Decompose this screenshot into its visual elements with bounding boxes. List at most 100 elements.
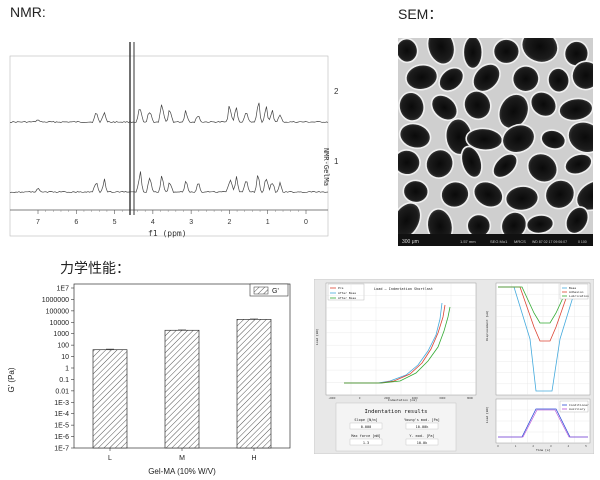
sem-pore (529, 91, 558, 118)
rb-legend-box (559, 400, 589, 413)
nmr-frame (9, 55, 329, 237)
x-tick-label: L (108, 455, 112, 462)
nmr-trace-1 (9, 171, 329, 194)
results-value-1a: 0.000 (361, 425, 372, 429)
sem-pore (460, 145, 483, 179)
x-tick-label: M (179, 455, 185, 462)
right-x-ticks: 0 1 2 3 4 5 (497, 444, 587, 448)
results-value-2a: 1.3 (363, 441, 369, 445)
sem-pore (564, 153, 593, 176)
sem-pore (540, 129, 567, 150)
right-top-y-label: Displacement [um] (485, 310, 489, 341)
right-x-tick-label: 5 (585, 444, 587, 448)
left-x-label: Indentation [nm] (388, 398, 417, 402)
nmr-heading: NMR: (10, 4, 46, 20)
sem-pore (558, 97, 593, 122)
left-y-label: Load [mN] (315, 329, 319, 345)
rt-legend-2: Adhesion (569, 290, 584, 294)
y-tick-label: 1E-5 (54, 423, 69, 430)
rb-legend-1: Conditioner (569, 403, 589, 407)
y-tick-label: 10 (61, 354, 69, 361)
legend-swatch (253, 286, 269, 295)
sem-pore (398, 202, 422, 240)
left-x-tick-label: 0 (359, 396, 361, 400)
nmr-y-label: NMR-GelMa (322, 148, 330, 186)
nmr-x-tick-label: 3 (189, 219, 193, 226)
left-x-tick-label: 8000 (467, 396, 473, 400)
bar-H (236, 319, 272, 449)
nmr-x-tick-label: 5 (113, 219, 117, 226)
sem-pore (520, 38, 559, 64)
right-x-tick-label: 0 (497, 444, 499, 448)
y-axis-label: G' (Pa) (7, 367, 16, 392)
right-bottom-y-label: Load [mN] (485, 407, 489, 423)
sem-pore (526, 152, 559, 184)
sem-pore (511, 65, 540, 93)
right-bottom-legend: Conditioner Auxiliary (559, 400, 589, 413)
sem-info-4: WD 87 02 17 09:06:07 (532, 240, 567, 244)
bar-M (164, 329, 200, 449)
bar-L (92, 349, 128, 449)
left-legend-box (327, 283, 365, 301)
bars (92, 318, 272, 449)
sem-pore (430, 94, 459, 122)
results-value-1b: 10.00k (416, 425, 430, 429)
left-x-tick-label: -2000 (329, 396, 336, 400)
sem-pore (575, 179, 593, 212)
sem-pore (402, 179, 430, 204)
sem-pore (438, 66, 465, 92)
indentation-panel: Load – Indentation Shortlast Pre After B… (314, 279, 594, 454)
sem-pore (426, 38, 456, 66)
legend-label: G' (272, 288, 279, 295)
left-x-tick-label: 2000 (384, 396, 390, 400)
gprime-bar-chart: 1E7 1000000 100000 10000 1000 100 10 1 0.1 0.01 1E… (7, 283, 291, 476)
nmr-x-tick-label: 0 (304, 219, 308, 226)
rt-legend-1: Base (569, 286, 576, 290)
y-tick-label: 1E-4 (54, 411, 69, 418)
sem-pore (497, 93, 530, 130)
results-header-2a: Max force [mN] (351, 434, 381, 438)
y-tick-label: 1000000 (42, 297, 69, 304)
nmr-trace-label-2: 2 (334, 87, 339, 96)
left-plot-legend: Pre After Base After Base (327, 283, 365, 301)
results-header-1b: Young's mod. [Pa] (404, 418, 440, 422)
right-x-label: Time [s] (536, 448, 551, 452)
sem-pore (398, 38, 419, 64)
y-tick-label: 100 (57, 343, 69, 350)
legend: G' (249, 283, 289, 297)
legend-left-1: Pre (338, 286, 344, 290)
results-value-box-2a (349, 438, 383, 446)
left-x-ticks: -2000 0 2000 4000 6000 8000 (329, 396, 474, 400)
left-plot-title: Load – Indentation Shortlast (374, 287, 433, 291)
rt-legend-3: Lubrication (569, 294, 589, 298)
nmr-x-label: f1 (ppm) (148, 229, 187, 238)
sem-pore (472, 63, 501, 93)
curve-green (344, 306, 451, 384)
nmr-x-tick-label: 6 (74, 219, 78, 226)
legend-left-2: After Base (338, 291, 356, 295)
sem-pore (398, 122, 432, 150)
legend-left-3: After Base (338, 296, 356, 300)
y-tick-label: 100000 (46, 308, 69, 315)
y-tick-label: 1E7 (57, 286, 70, 293)
left-x-tick-label: 6000 (440, 396, 446, 400)
nmr-trace-label-1: 1 (334, 157, 339, 166)
sem-pore (398, 91, 425, 122)
nmr-x-ticks: 7 6 5 4 3 2 1 0 (36, 210, 308, 226)
sem-pore (563, 40, 590, 67)
sem-pore (525, 214, 555, 235)
rb-legend-2: Auxiliary (569, 407, 585, 411)
sem-pore (492, 38, 521, 65)
right-x-tick-label: 1 (515, 444, 517, 448)
sem-pore (504, 185, 540, 212)
x-axis-label: Gel-MA (10% W/V) (148, 467, 216, 476)
sem-pore (571, 60, 593, 91)
sem-pore (462, 38, 484, 70)
y-tick-label: 1000 (53, 331, 69, 338)
sem-pore (565, 206, 590, 235)
sem-pore (472, 180, 504, 209)
sem-image: 300 μm 1.57 mm SEG Mo1 MRCS WD 87 02 17 … (398, 38, 593, 246)
mechanical-heading: 力学性能： (60, 260, 130, 276)
y-axis-ticks: 1E7 1000000 100000 10000 1000 100 10 1 0.1 0.01 1E… (42, 286, 74, 453)
sem-pore (463, 90, 492, 121)
